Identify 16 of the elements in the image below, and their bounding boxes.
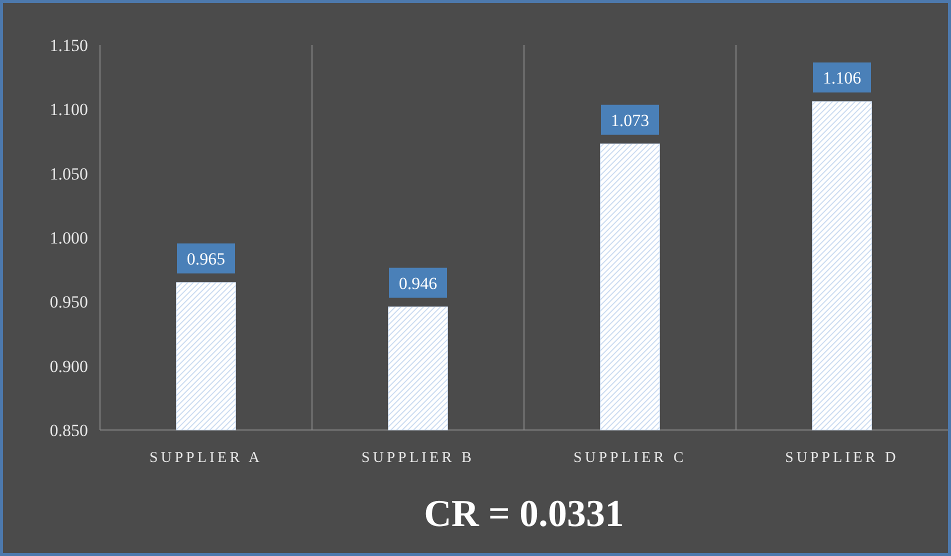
- x-tick-label: SUPPLIER A: [150, 450, 262, 466]
- x-tick-label: SUPPLIER D: [785, 450, 899, 466]
- y-tick-label: 1.050: [50, 164, 88, 184]
- x-tick-label: SUPPLIER B: [362, 450, 474, 466]
- x-tick-label: SUPPLIER C: [574, 450, 686, 466]
- data-label: 1.073: [610, 110, 650, 130]
- x-axis-title: CR = 0.0331: [424, 493, 624, 535]
- y-tick-label: 1.100: [50, 100, 88, 120]
- y-tick-label: 0.850: [50, 421, 88, 440]
- y-tick-label: 0.900: [50, 356, 88, 376]
- data-label: 1.106: [822, 68, 862, 88]
- data-label: 0.965: [186, 249, 226, 268]
- y-tick-label: 1.000: [50, 228, 88, 248]
- data-label: 0.946: [398, 274, 438, 293]
- y-tick-label: 1.150: [50, 36, 88, 55]
- y-tick-label: 0.950: [50, 292, 88, 312]
